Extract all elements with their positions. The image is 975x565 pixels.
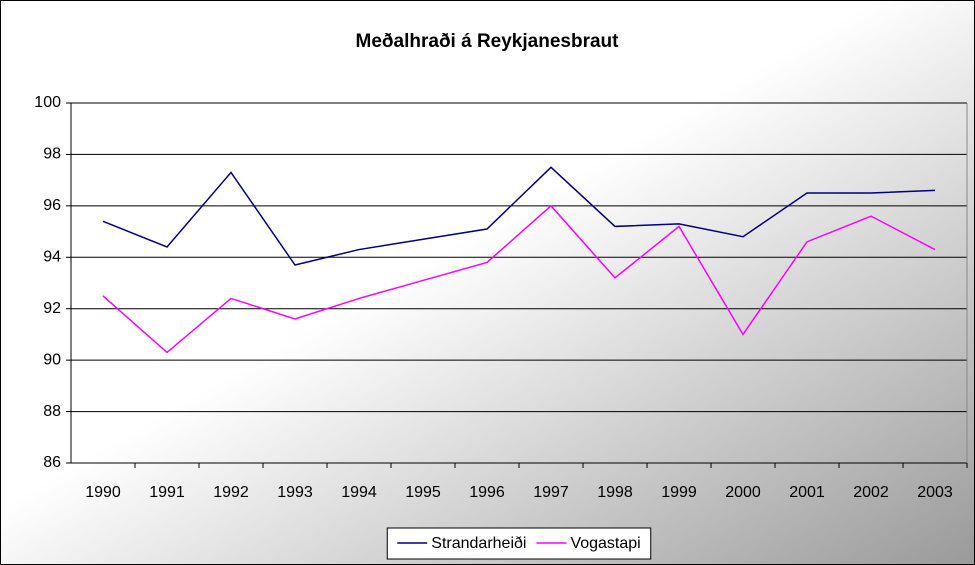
x-tick-label: 1999	[661, 484, 697, 501]
x-tick-label: 1991	[149, 484, 185, 501]
x-tick-label: 1998	[597, 484, 633, 501]
y-tick-label: 98	[43, 146, 61, 163]
legend-label: Strandarheiði	[431, 535, 526, 552]
y-tick-label: 86	[43, 454, 61, 471]
y-tick-label: 100	[34, 94, 61, 111]
legend: Strandarheiði Vogastapi	[386, 527, 652, 560]
legend-label: Vogastapi	[570, 535, 640, 552]
series-line	[102, 204, 936, 354]
legend-box	[386, 527, 652, 560]
x-tick-label: 1997	[533, 484, 569, 501]
y-tick-label: 94	[43, 249, 61, 266]
x-tick-label: 2000	[725, 484, 761, 501]
y-tick-label: 92	[43, 300, 61, 317]
y-tick-label: 96	[43, 197, 61, 214]
y-tick-label: 88	[43, 403, 61, 420]
x-tick-label: 1994	[341, 484, 377, 501]
x-tick-label: 1996	[469, 484, 505, 501]
y-tick-label: 90	[43, 351, 61, 368]
x-tick-label: 2002	[853, 484, 889, 501]
series-line	[102, 166, 936, 266]
x-tick-label: 1993	[277, 484, 313, 501]
chart-title: Meðalhraði á Reykjanesbraut	[356, 31, 620, 52]
x-tick-label: 1992	[213, 484, 249, 501]
x-tick-label: 2003	[917, 484, 953, 501]
x-tick-label: 1990	[85, 484, 121, 501]
x-tick-label: 1995	[405, 484, 441, 501]
x-tick-label: 2001	[789, 484, 825, 501]
